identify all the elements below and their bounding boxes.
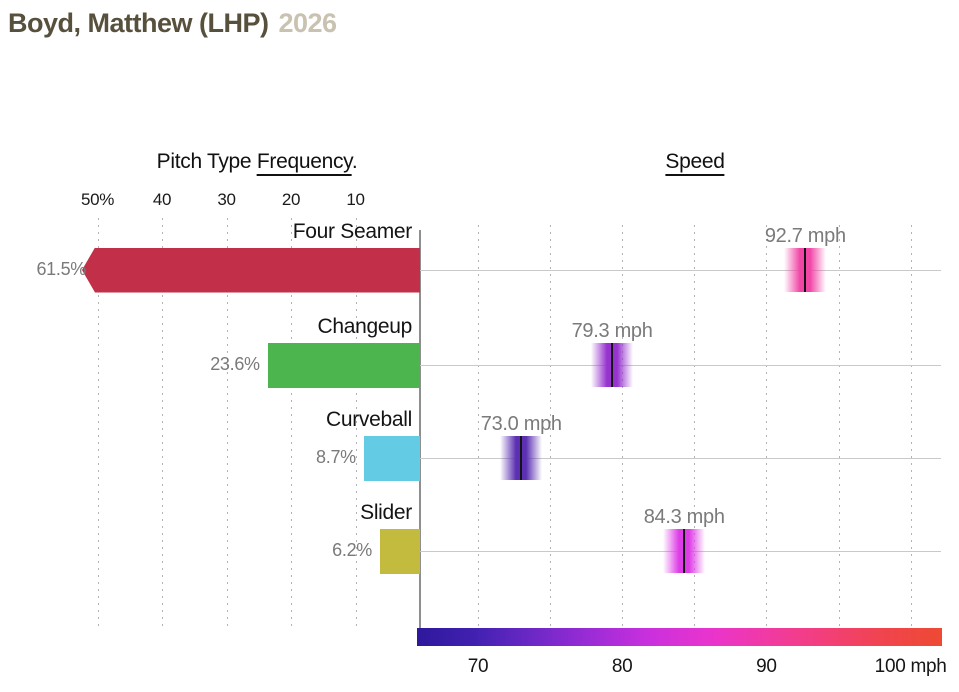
speed-marker-center-line xyxy=(804,248,807,292)
speed-gridline xyxy=(766,225,768,626)
speed-panel-heading: Speed xyxy=(665,150,725,176)
frequency-axis-tick: 10 xyxy=(346,190,365,209)
frequency-panel-heading: Pitch Type Frequency. xyxy=(156,150,358,176)
frequency-gridline xyxy=(291,218,292,626)
frequency-axis-line xyxy=(419,230,421,628)
speed-gridline xyxy=(550,225,552,626)
bar-changeup[interactable] xyxy=(267,342,420,388)
frequency-gridline xyxy=(97,218,99,626)
speed-marker-four-seamer[interactable] xyxy=(784,248,827,292)
speed-value-label: 84.3 mph xyxy=(643,506,725,528)
speed-marker-curveball[interactable] xyxy=(500,436,543,480)
player-name: Boyd, Matthew (LHP) xyxy=(8,8,269,38)
frequency-axis-tick: 20 xyxy=(281,190,301,209)
speed-value-label: 73.0 mph xyxy=(480,413,562,435)
bar-slider[interactable] xyxy=(380,528,420,574)
speed-marker-center-line xyxy=(683,529,686,573)
speed-marker-center-line xyxy=(520,436,523,480)
row-baseline xyxy=(420,270,941,271)
speed-axis-tick: 90 xyxy=(756,656,777,677)
bar-four-seamer[interactable] xyxy=(82,247,420,293)
speed-axis-tick: 80 xyxy=(611,656,633,677)
speed-gridline xyxy=(910,225,912,626)
freq-value-label: 6.2% xyxy=(332,540,372,560)
speed-value-label: 92.7 mph xyxy=(764,225,846,247)
speed-value-label: 79.3 mph xyxy=(571,320,653,342)
frequency-axis-tick: 30 xyxy=(217,190,236,209)
pitch-name-label: Four Seamer xyxy=(292,220,413,243)
frequency-axis-tick: 50% xyxy=(80,190,115,209)
speed-gridline xyxy=(694,225,696,626)
speed-marker-changeup[interactable] xyxy=(591,343,634,387)
speed-heading-link[interactable]: Speed xyxy=(665,150,725,176)
speed-axis-tick: 100 mph xyxy=(874,656,947,677)
frequency-heading-link[interactable]: Frequency xyxy=(256,150,352,176)
speed-marker-slider[interactable] xyxy=(663,529,706,573)
speed-marker-center-line xyxy=(611,343,614,387)
speed-axis-tick: 70 xyxy=(467,656,489,677)
freq-value-label: 8.7% xyxy=(316,447,356,467)
speed-gridline xyxy=(622,225,624,626)
frequency-heading-prefix: Pitch Type xyxy=(156,150,257,173)
season-year: 2026 xyxy=(278,8,338,38)
speed-gridline xyxy=(478,225,479,626)
frequency-gridline xyxy=(162,218,163,626)
pitch-name-label: Slider xyxy=(360,501,412,524)
speed-gridline xyxy=(838,225,840,626)
row-baseline xyxy=(420,365,941,366)
bar-curveball[interactable] xyxy=(363,435,420,481)
pitch-name-label: Curveball xyxy=(325,408,412,431)
frequency-heading-suffix: . xyxy=(351,150,358,173)
freq-value-label: 23.6% xyxy=(210,354,260,374)
page-title: Boyd, Matthew (LHP) 2026 xyxy=(8,8,337,39)
row-baseline xyxy=(420,458,941,459)
speed-gradient-bar xyxy=(417,628,942,646)
freq-value-label: 61.5% xyxy=(36,259,86,279)
frequency-gridline xyxy=(355,218,357,626)
frequency-gridline xyxy=(226,218,228,626)
frequency-axis-tick: 40 xyxy=(152,190,172,209)
pitch-name-label: Changeup xyxy=(317,315,412,338)
